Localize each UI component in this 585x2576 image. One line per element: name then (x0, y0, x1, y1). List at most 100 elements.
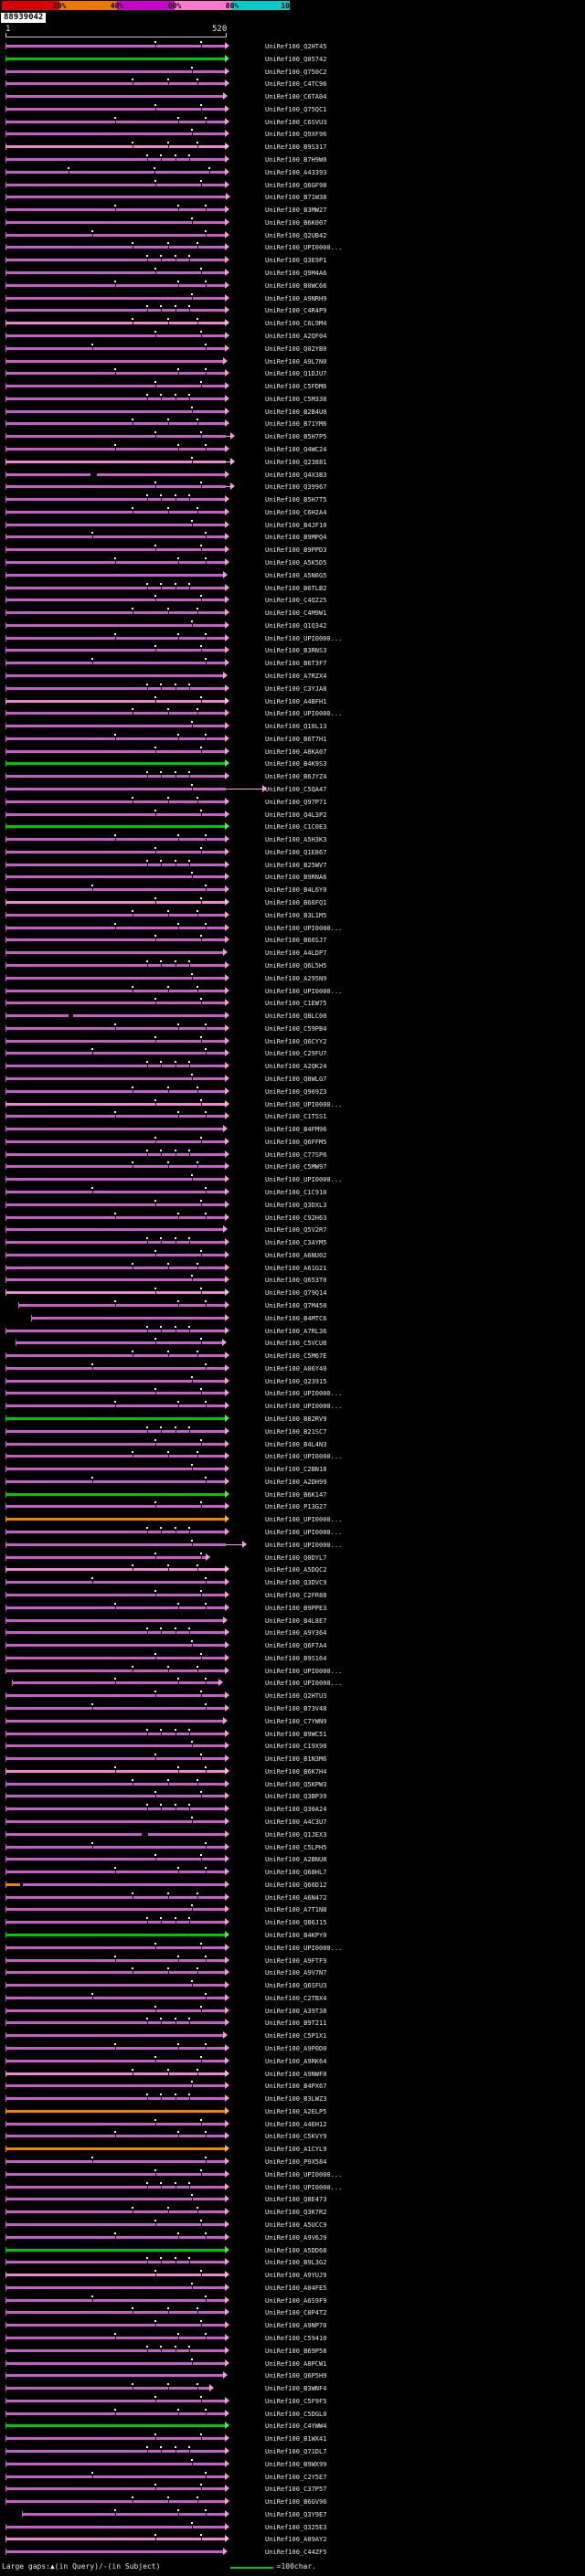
hit-label[interactable]: UniRef100_C5FDM6 (265, 383, 327, 391)
hit-label[interactable]: UniRef100_C6SVU3 (265, 118, 327, 126)
alignment-row[interactable]: UniRef100_Q5KPW3 (0, 1778, 585, 1791)
alignment-row[interactable]: UniRef100_A9RK64 (0, 2055, 585, 2068)
alignment-row[interactable]: UniRef100_Q3DXL3 (0, 1199, 585, 1212)
alignment-row[interactable]: UniRef100_B1N3M6 (0, 1753, 585, 1765)
alignment-row[interactable]: UniRef100_A2BNU8 (0, 1853, 585, 1866)
hit-label[interactable]: UniRef100_B82RV9 (265, 1415, 327, 1424)
hit-label[interactable]: UniRef100_A8PCW1 (265, 2359, 327, 2368)
alignment-row[interactable]: UniRef100_Q68HL7 (0, 1866, 585, 1879)
hit-label[interactable]: UniRef100_A9V6J9 (265, 2233, 327, 2242)
hit-label[interactable]: UniRef100_A9L7N0 (265, 357, 327, 366)
hit-label[interactable]: UniRef100_UPI0000... (265, 2170, 343, 2178)
alignment-row[interactable]: UniRef100_Q9M4A6 (0, 267, 585, 280)
alignment-row[interactable]: UniRef100_Q8E473 (0, 2193, 585, 2206)
alignment-row[interactable]: UniRef100_C7YWN9 (0, 1715, 585, 1728)
alignment-row[interactable]: UniRef100_B9S317 (0, 141, 585, 154)
hit-label[interactable]: UniRef100_B3WNF4 (265, 2385, 327, 2393)
alignment-row[interactable]: UniRef100_A5DD68 (0, 2244, 585, 2257)
hit-label[interactable]: UniRef100_UPI0000... (265, 244, 343, 252)
alignment-row[interactable]: UniRef100_A2DH99 (0, 1476, 585, 1489)
alignment-row[interactable]: UniRef100_C2TBX4 (0, 1992, 585, 2005)
alignment-row[interactable]: UniRef100_B5H7P5 (0, 430, 585, 443)
alignment-row[interactable]: UniRef100_B66FQ1 (0, 896, 585, 909)
alignment-row[interactable]: UniRef100_Q750C2 (0, 66, 585, 79)
alignment-row[interactable]: UniRef100_Q1E867 (0, 846, 585, 859)
alignment-row[interactable]: UniRef100_A9YUJ9 (0, 2269, 585, 2282)
hit-label[interactable]: UniRef100_C2TBX4 (265, 1994, 327, 2002)
alignment-row[interactable]: UniRef100_A9NWF0 (0, 2068, 585, 2081)
alignment-row[interactable]: UniRef100_Q2HT45 (0, 40, 585, 53)
alignment-row[interactable]: UniRef100_Q86J15 (0, 1916, 585, 1929)
hit-label[interactable]: UniRef100_A2ELP5 (265, 2107, 327, 2115)
hit-label[interactable]: UniRef100_UPI0000... (265, 1944, 343, 1952)
hit-label[interactable]: UniRef100_C4M9W1 (265, 610, 327, 618)
alignment-row[interactable]: UniRef100_Q30A24 (0, 1803, 585, 1816)
hit-label[interactable]: UniRef100_B4FM96 (265, 1126, 327, 1134)
alignment-row[interactable]: UniRef100_Q6F7A4 (0, 1639, 585, 1652)
hit-label[interactable]: UniRef100_A7RL36 (265, 1327, 327, 1335)
hit-label[interactable]: UniRef100_Q3Y9E7 (265, 2510, 327, 2518)
alignment-row[interactable]: UniRef100_A5K5D5 (0, 557, 585, 569)
hit-label[interactable]: UniRef100_Q750C2 (265, 68, 327, 76)
hit-label[interactable]: UniRef100_C6L9M4 (265, 320, 327, 328)
hit-label[interactable]: UniRef100_Q10L13 (265, 723, 327, 731)
hit-label[interactable]: UniRef100_B9WX99 (265, 2460, 327, 2468)
alignment-row[interactable]: UniRef100_UPI0000... (0, 922, 585, 935)
alignment-row[interactable]: UniRef100_Q8LC00 (0, 1010, 585, 1023)
hit-label[interactable]: UniRef100_B6K147 (265, 1490, 327, 1499)
hit-label[interactable]: UniRef100_UPI0000... (265, 2183, 343, 2191)
hit-label[interactable]: UniRef100_A9P0D0 (265, 2045, 327, 2053)
hit-label[interactable]: UniRef100_B9PPD3 (265, 546, 327, 555)
hit-label[interactable]: UniRef100_A04FE5 (265, 2284, 327, 2292)
alignment-row[interactable]: UniRef100_Q6FFM5 (0, 1136, 585, 1149)
hit-label[interactable]: UniRef100_Q3BP39 (265, 1793, 327, 1801)
alignment-row[interactable]: UniRef100_UPI0000... (0, 2181, 585, 2194)
alignment-row[interactable]: UniRef100_B6K007 (0, 217, 585, 229)
hit-label[interactable]: UniRef100_A6S9F9 (265, 2296, 327, 2305)
hit-label[interactable]: UniRef100_A1CYL9 (265, 2146, 327, 2154)
hit-label[interactable]: UniRef100_A2QK24 (265, 1063, 327, 1071)
alignment-row[interactable]: UniRef100_A8PCW1 (0, 2358, 585, 2370)
hit-label[interactable]: UniRef100_Q5KPW3 (265, 1780, 327, 1788)
alignment-row[interactable]: UniRef100_C5F9F5 (0, 2395, 585, 2408)
alignment-row[interactable]: UniRef100_UPI0000... (0, 2168, 585, 2181)
hit-label[interactable]: UniRef100_UPI0000... (265, 987, 343, 995)
hit-label[interactable]: UniRef100_C2BN18 (265, 1466, 327, 1474)
alignment-row[interactable]: UniRef100_C1C0E3 (0, 821, 585, 833)
alignment-row[interactable]: UniRef100_Q6SFU3 (0, 1979, 585, 1992)
alignment-row[interactable]: UniRef100_B4PX67 (0, 2080, 585, 2093)
alignment-row[interactable]: UniRef100_A04FE5 (0, 2282, 585, 2295)
hit-label[interactable]: UniRef100_B9T211 (265, 2019, 327, 2028)
hit-label[interactable]: UniRef100_B4L4N3 (265, 1440, 327, 1448)
hit-label[interactable]: UniRef100_UPI0000... (265, 1403, 343, 1411)
alignment-row[interactable]: UniRef100_A9NP70 (0, 2319, 585, 2332)
alignment-row[interactable]: UniRef100_UPI0000... (0, 707, 585, 720)
alignment-row[interactable]: UniRef100_B6T3F7 (0, 657, 585, 670)
hit-label[interactable]: UniRef100_B3LWZ3 (265, 2095, 327, 2104)
alignment-row[interactable]: UniRef100_Q10L13 (0, 720, 585, 733)
alignment-row[interactable]: UniRef100_Q71DL7 (0, 2445, 585, 2458)
hit-label[interactable]: UniRef100_Q9M4A6 (265, 270, 327, 278)
alignment-row[interactable]: UniRef100_Q3K7R2 (0, 2206, 585, 2219)
alignment-row[interactable]: UniRef100_C4R4P9 (0, 304, 585, 317)
hit-label[interactable]: UniRef100_Q3E9P1 (265, 257, 327, 265)
alignment-row[interactable]: UniRef100_A39T38 (0, 2005, 585, 2018)
alignment-row[interactable]: UniRef100_C37P57 (0, 2483, 585, 2496)
hit-label[interactable]: UniRef100_Q325E3 (265, 2523, 327, 2531)
hit-label[interactable]: UniRef100_UPI0000... (265, 1667, 343, 1675)
hit-label[interactable]: UniRef100_Q23915 (265, 1377, 327, 1385)
alignment-row[interactable]: UniRef100_Q8WLG7 (0, 1073, 585, 1086)
alignment-row[interactable]: UniRef100_C2Y5E7 (0, 2471, 585, 2484)
alignment-row[interactable]: UniRef100_UPI0000... (0, 1450, 585, 1463)
hit-label[interactable]: UniRef100_Q23881 (265, 458, 327, 466)
hit-label[interactable]: UniRef100_A6N472 (265, 1893, 327, 1902)
alignment-row[interactable]: UniRef100_B71YM6 (0, 418, 585, 430)
alignment-row[interactable]: UniRef100_Q3BP39 (0, 1790, 585, 1803)
hit-label[interactable]: UniRef100_Q2UB42 (265, 231, 327, 239)
hit-label[interactable]: UniRef100_Q66D12 (265, 1881, 327, 1889)
hit-label[interactable]: UniRef100_B6K7H4 (265, 1767, 327, 1776)
alignment-row[interactable]: UniRef100_A5DQC2 (0, 1564, 585, 1576)
hit-label[interactable]: UniRef100_UPI0000... (265, 924, 343, 932)
hit-label[interactable]: UniRef100_Q4WC24 (265, 445, 327, 453)
alignment-row[interactable]: UniRef100_A5H3K3 (0, 833, 585, 846)
